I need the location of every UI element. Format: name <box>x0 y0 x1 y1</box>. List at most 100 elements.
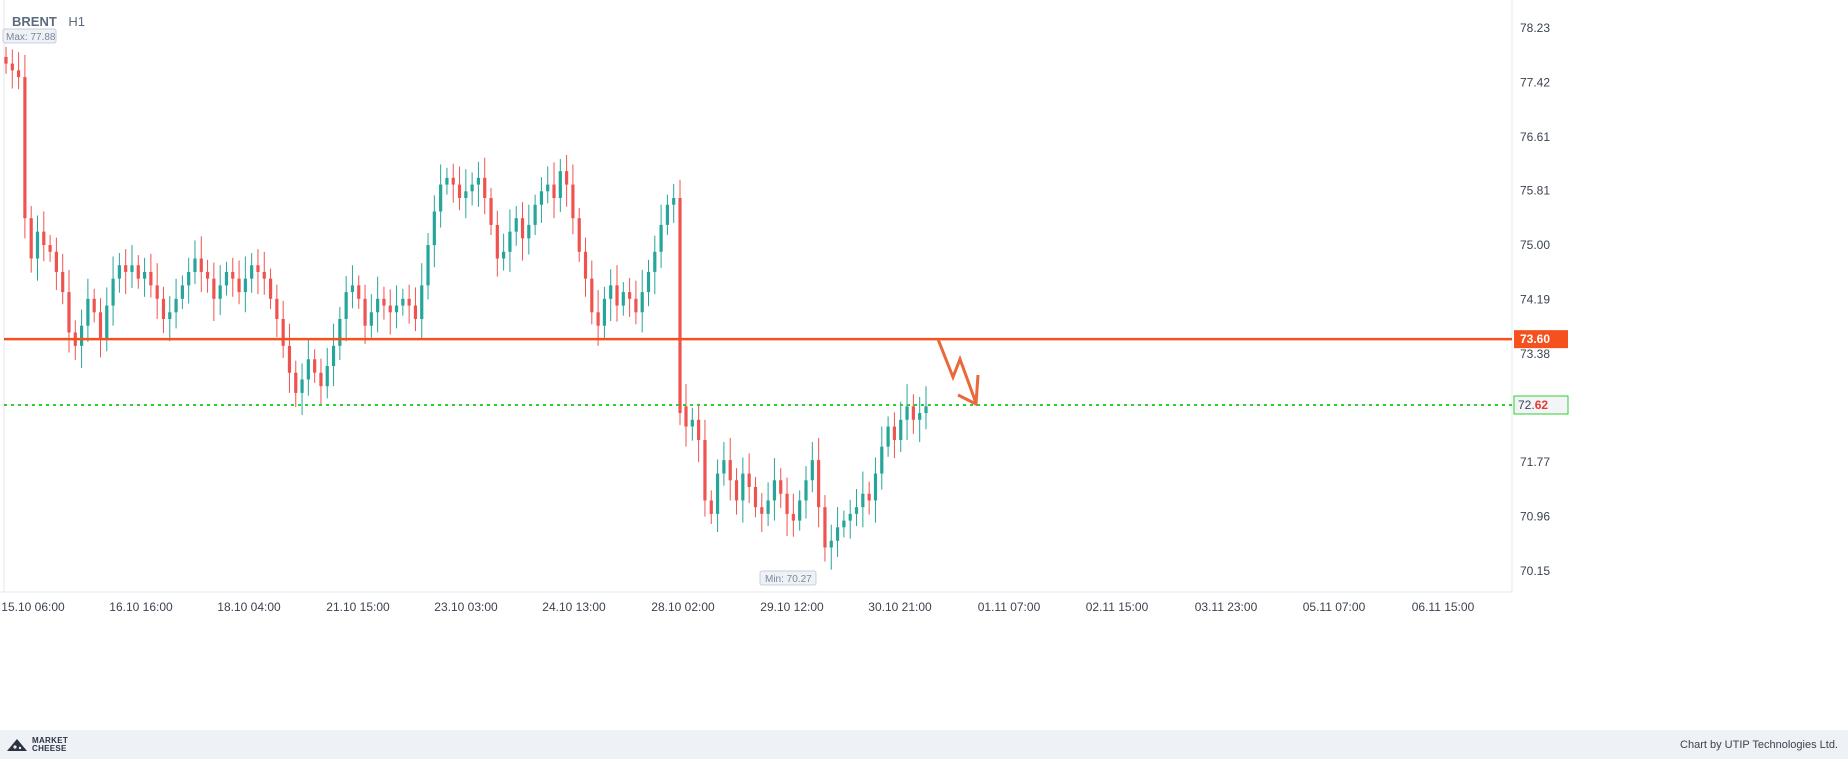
candle-body <box>546 184 550 192</box>
candle-body <box>709 500 713 514</box>
y-tick-label: 78.23 <box>1520 21 1550 35</box>
candle-body <box>86 298 90 326</box>
candle-body <box>42 231 46 246</box>
price-chart[interactable]: 78.23 77.42 76.61 75.81 75.00 74.19 73.38 71.77… <box>0 0 1848 730</box>
candle-body <box>306 359 310 380</box>
candle-body <box>508 231 512 252</box>
candle-body <box>520 218 525 239</box>
candle-body <box>798 500 802 521</box>
candle-body <box>61 271 65 293</box>
candle-body <box>621 292 625 306</box>
x-tick-label: 16.10 16:00 <box>109 600 173 614</box>
candle-body <box>892 426 897 440</box>
candle-body <box>224 271 229 286</box>
cheese-logo-icon <box>7 738 27 751</box>
candle-body <box>250 265 254 279</box>
candle-body <box>180 285 184 299</box>
max-marker: Max: 77.88 <box>2 28 57 44</box>
candle-body <box>646 271 651 293</box>
candle-body <box>911 406 915 420</box>
candle-body <box>596 312 600 326</box>
chart-footer: MARKET CHEESE Chart by UTIP Technologies… <box>0 730 1848 759</box>
candle-body <box>294 372 298 393</box>
candle-body <box>628 292 632 299</box>
candle-body <box>231 271 235 279</box>
brand-logo-text: MARKET CHEESE <box>32 735 69 753</box>
symbol-label: BRENT <box>12 14 57 29</box>
min-marker: Min: 70.27 <box>759 570 817 586</box>
timeframe-label: H1 <box>68 14 86 29</box>
x-tick-label: 02.11 15:00 <box>1086 600 1149 614</box>
chart-credit: Chart by UTIP Technologies Ltd. <box>1680 738 1838 751</box>
candle-body <box>817 460 821 508</box>
candle-body <box>382 298 386 306</box>
forecast-arrowhead <box>957 374 980 407</box>
candle-body <box>609 285 613 299</box>
candle-body <box>98 312 103 340</box>
candle-body <box>142 271 147 279</box>
candle-body <box>432 211 436 246</box>
candle-body <box>760 507 764 514</box>
current-price-label: 72.62 <box>1518 398 1548 412</box>
x-tick-label: 23.10 03:00 <box>434 600 498 614</box>
x-tick-label: 18.10 04:00 <box>217 600 281 614</box>
candle-body <box>338 318 342 346</box>
candle-body <box>262 271 266 279</box>
y-tick-label: 74.19 <box>1520 293 1550 307</box>
candle-body <box>577 218 581 252</box>
candle-body <box>457 184 462 199</box>
y-tick-label: 77.42 <box>1520 75 1550 89</box>
candle-body <box>779 480 783 494</box>
candle-body <box>174 298 178 313</box>
y-tick-label: 75.00 <box>1520 238 1550 252</box>
candle-body <box>873 473 878 501</box>
candle-body <box>861 493 865 508</box>
x-tick-label: 24.10 13:00 <box>542 600 606 614</box>
x-tick-label: 01.11 07:00 <box>978 600 1041 614</box>
candle-body <box>10 63 14 71</box>
candle-body <box>388 305 392 313</box>
candle-body <box>728 460 732 481</box>
candle-body <box>590 278 594 313</box>
candle-body <box>886 426 890 447</box>
candle-body <box>791 513 795 521</box>
candle-body <box>483 177 487 199</box>
candle-body <box>722 460 726 474</box>
y-tick-label: 70.96 <box>1520 510 1550 524</box>
candle-body <box>634 298 638 313</box>
instrument-title: BRENT H1 <box>12 14 85 29</box>
candle-body <box>331 345 336 367</box>
candle-body <box>281 318 285 346</box>
candle-body <box>476 177 481 185</box>
candle-body <box>899 419 903 440</box>
candle-body <box>155 285 159 299</box>
resistance-price-badge <box>1514 330 1568 349</box>
candle-body <box>313 359 317 373</box>
candle-body <box>117 265 121 279</box>
candle-body <box>495 224 499 259</box>
candle-body <box>130 265 134 272</box>
min-label-box <box>759 570 817 586</box>
candle-body <box>804 480 808 501</box>
current-price-badge <box>1513 395 1569 415</box>
y-tick-label: 70.15 <box>1520 564 1550 578</box>
candle-body <box>823 507 827 548</box>
candle-body <box>325 366 329 387</box>
candle-body <box>344 292 348 319</box>
candle-body <box>602 298 607 326</box>
candle-body <box>111 278 115 306</box>
candle-body <box>539 191 544 205</box>
candle-body <box>275 298 279 319</box>
candle-body <box>92 298 96 313</box>
candle-body <box>583 251 588 279</box>
candle-body <box>835 527 840 541</box>
candle-body <box>48 245 52 252</box>
candle-body <box>193 258 197 272</box>
candle-body <box>810 460 814 481</box>
candle-body <box>867 493 871 501</box>
candle-body <box>747 473 751 487</box>
chart-area[interactable]: 78.23 77.42 76.61 75.81 75.00 74.19 73.38 71.77… <box>0 0 1848 730</box>
y-tick-label: 76.61 <box>1520 130 1550 144</box>
candle-body <box>199 258 203 272</box>
candle-body <box>407 298 411 306</box>
